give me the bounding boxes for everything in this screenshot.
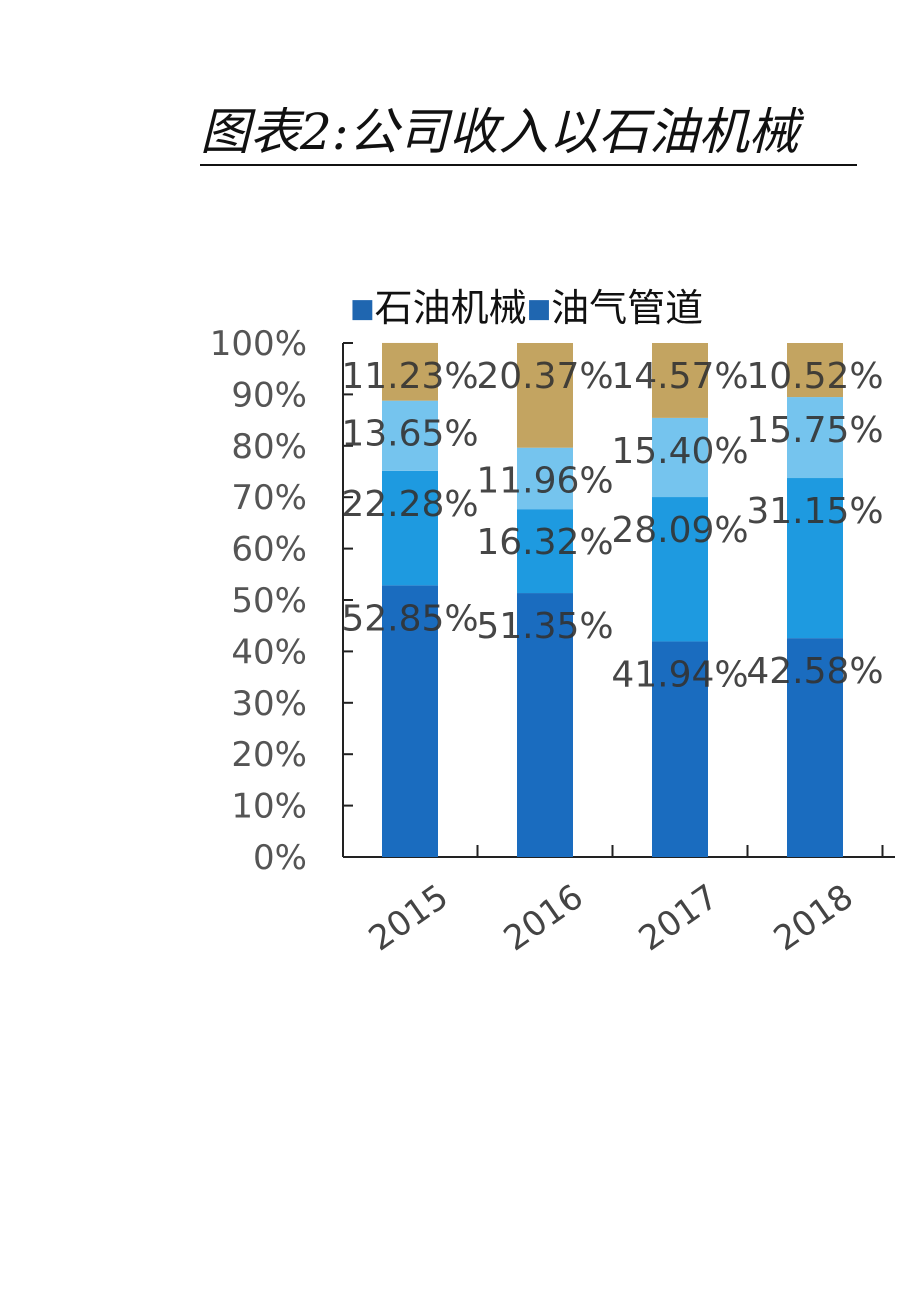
bar-segment bbox=[382, 470, 438, 586]
y-tick-label: 50% bbox=[231, 581, 307, 621]
legend-swatch-1: ■ bbox=[350, 294, 375, 324]
legend-item-1: 石油机械 bbox=[374, 286, 527, 330]
bar-segment bbox=[787, 397, 843, 479]
y-tick-label: 80% bbox=[231, 427, 307, 467]
y-tick-label: 20% bbox=[231, 735, 307, 775]
data-label: 41.94% bbox=[611, 654, 748, 695]
chart-title: 图表2:公司收入以石油机械 bbox=[200, 100, 857, 166]
bar-segment bbox=[787, 343, 843, 398]
bar-segment bbox=[652, 343, 708, 418]
bar-segment bbox=[517, 447, 573, 510]
x-tick-label: 2016 bbox=[497, 877, 591, 955]
data-label: 15.75% bbox=[746, 410, 883, 451]
y-tick-label: 10% bbox=[231, 787, 307, 827]
bar-segment bbox=[652, 497, 708, 642]
data-label: 52.85% bbox=[341, 598, 478, 639]
legend-item-2: 油气管道 bbox=[551, 286, 704, 330]
y-tick-label: 0% bbox=[253, 838, 307, 878]
data-label: 20.37% bbox=[476, 356, 613, 397]
data-label: 11.96% bbox=[476, 461, 613, 502]
bar-segment bbox=[787, 638, 843, 857]
bar-segment bbox=[382, 400, 438, 471]
bar-segment bbox=[787, 478, 843, 639]
data-label: 15.40% bbox=[611, 431, 748, 472]
data-label: 42.58% bbox=[746, 651, 883, 692]
y-tick-label: 100% bbox=[210, 324, 307, 364]
x-tick-label: 2015 bbox=[362, 877, 456, 955]
y-tick-label: 90% bbox=[231, 375, 307, 415]
data-label: 11.23% bbox=[341, 356, 478, 397]
data-label: 16.32% bbox=[476, 522, 613, 563]
data-label: 31.15% bbox=[746, 491, 883, 532]
y-tick-label: 40% bbox=[231, 632, 307, 672]
data-label: 10.52% bbox=[746, 356, 883, 397]
data-label: 51.35% bbox=[476, 606, 613, 647]
legend: ■石油机械■油气管道 bbox=[350, 277, 703, 332]
chart-area: ■石油机械■油气管道 0% 10% 20% 30% 40% 50% 60% 70% 80% 90%… bbox=[205, 265, 895, 955]
y-tick-label: 30% bbox=[231, 684, 307, 724]
bar-segment bbox=[517, 343, 573, 448]
bar-segment bbox=[652, 417, 708, 498]
y-tick-label: 60% bbox=[231, 530, 307, 570]
bar-segment bbox=[517, 509, 573, 594]
bar-segment bbox=[517, 593, 573, 857]
data-label: 28.09% bbox=[611, 510, 748, 551]
y-tick-label: 70% bbox=[231, 478, 307, 518]
data-label: 22.28% bbox=[341, 484, 478, 525]
legend-swatch-2: ■ bbox=[526, 294, 552, 324]
x-tick-label: 2017 bbox=[632, 877, 726, 955]
bar-segment bbox=[652, 641, 708, 857]
bar-segment bbox=[382, 342, 438, 401]
data-label: 14.57% bbox=[611, 356, 748, 397]
data-label: 13.65% bbox=[341, 414, 478, 455]
bar-segment bbox=[382, 585, 438, 857]
x-tick-label: 2018 bbox=[767, 877, 861, 955]
stacked-bar-chart: 0% 10% 20% 30% 40% 50% 60% 70% 80% 90% 100% 52.85%… bbox=[210, 324, 895, 955]
